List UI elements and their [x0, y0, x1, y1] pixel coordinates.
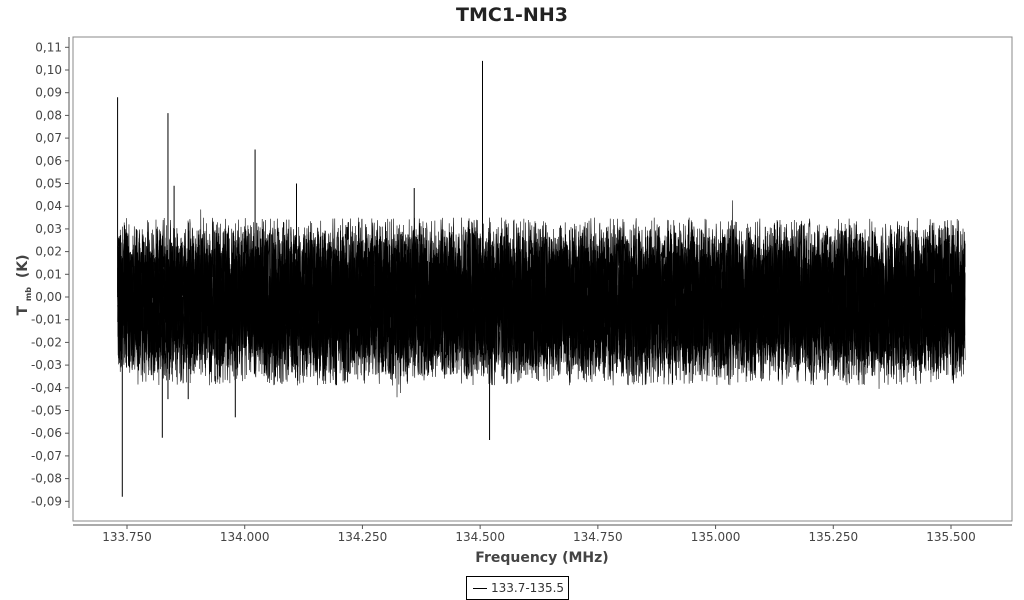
y-axis-ticks: 0,11 0,10 0,09 0,08 0,07 0,06 0,05 0,04 0,03 0,02… [31, 40, 69, 508]
series-layer [117, 60, 966, 497]
y-axis-title: T mb (K) [15, 254, 35, 315]
y-tick-label: -0,03 [31, 358, 62, 372]
y-tick-label: 0,01 [35, 267, 62, 281]
y-tick-label: 0,11 [35, 40, 62, 54]
y-tick-label: 0,00 [35, 290, 62, 304]
y-tick-label: -0,06 [31, 426, 62, 440]
y-tick-label: -0,01 [31, 313, 62, 327]
y-tick-label: 0,02 [35, 245, 62, 259]
y-tick-label: 0,09 [35, 86, 62, 100]
x-tick-label: 135.500 [926, 530, 976, 544]
y-tick-label: -0,09 [31, 494, 62, 508]
plot-area-frame [72, 36, 1013, 522]
y-tick-label: 0,05 [35, 177, 62, 191]
y-tick-label: 0,10 [35, 63, 62, 77]
legend: 133.7-135.5 [466, 576, 570, 600]
svg-text:T mb (K): T mb (K) [15, 254, 35, 315]
y-tick-label: 0,04 [35, 199, 62, 213]
y-tick-label: 0,06 [35, 154, 62, 168]
y-axis-title-unit: (K) [15, 254, 31, 278]
y-tick-label: -0,02 [31, 335, 62, 349]
y-tick-label: -0,05 [31, 404, 62, 418]
x-tick-label: 133.750 [102, 530, 152, 544]
y-tick-label: 0,08 [35, 108, 62, 122]
y-axis-title-main: T [15, 306, 31, 316]
x-tick-label: 135.250 [808, 530, 858, 544]
x-axis-title: Frequency (MHz) [475, 550, 608, 566]
x-axis-ticks: 133.750 134.000 134.250 134.500 134.750 135.0… [102, 525, 976, 544]
legend-label: 133.7-135.5 [491, 581, 565, 595]
y-tick-label: -0,04 [31, 381, 62, 395]
y-tick-label: 0,03 [35, 222, 62, 236]
x-tick-label: 134.250 [338, 530, 388, 544]
x-tick-label: 134.000 [220, 530, 270, 544]
x-tick-label: 135.000 [691, 530, 741, 544]
y-tick-label: 0,07 [35, 131, 62, 145]
y-tick-label: -0,08 [31, 472, 62, 486]
y-tick-label: -0,07 [31, 449, 62, 463]
legend-swatch [473, 587, 487, 589]
x-tick-label: 134.500 [455, 530, 505, 544]
chart-title: TMC1-NH3 [456, 4, 568, 26]
y-axis-title-sub: mb [24, 287, 33, 301]
x-tick-label: 134.750 [573, 530, 623, 544]
series-line-trace [117, 217, 966, 354]
